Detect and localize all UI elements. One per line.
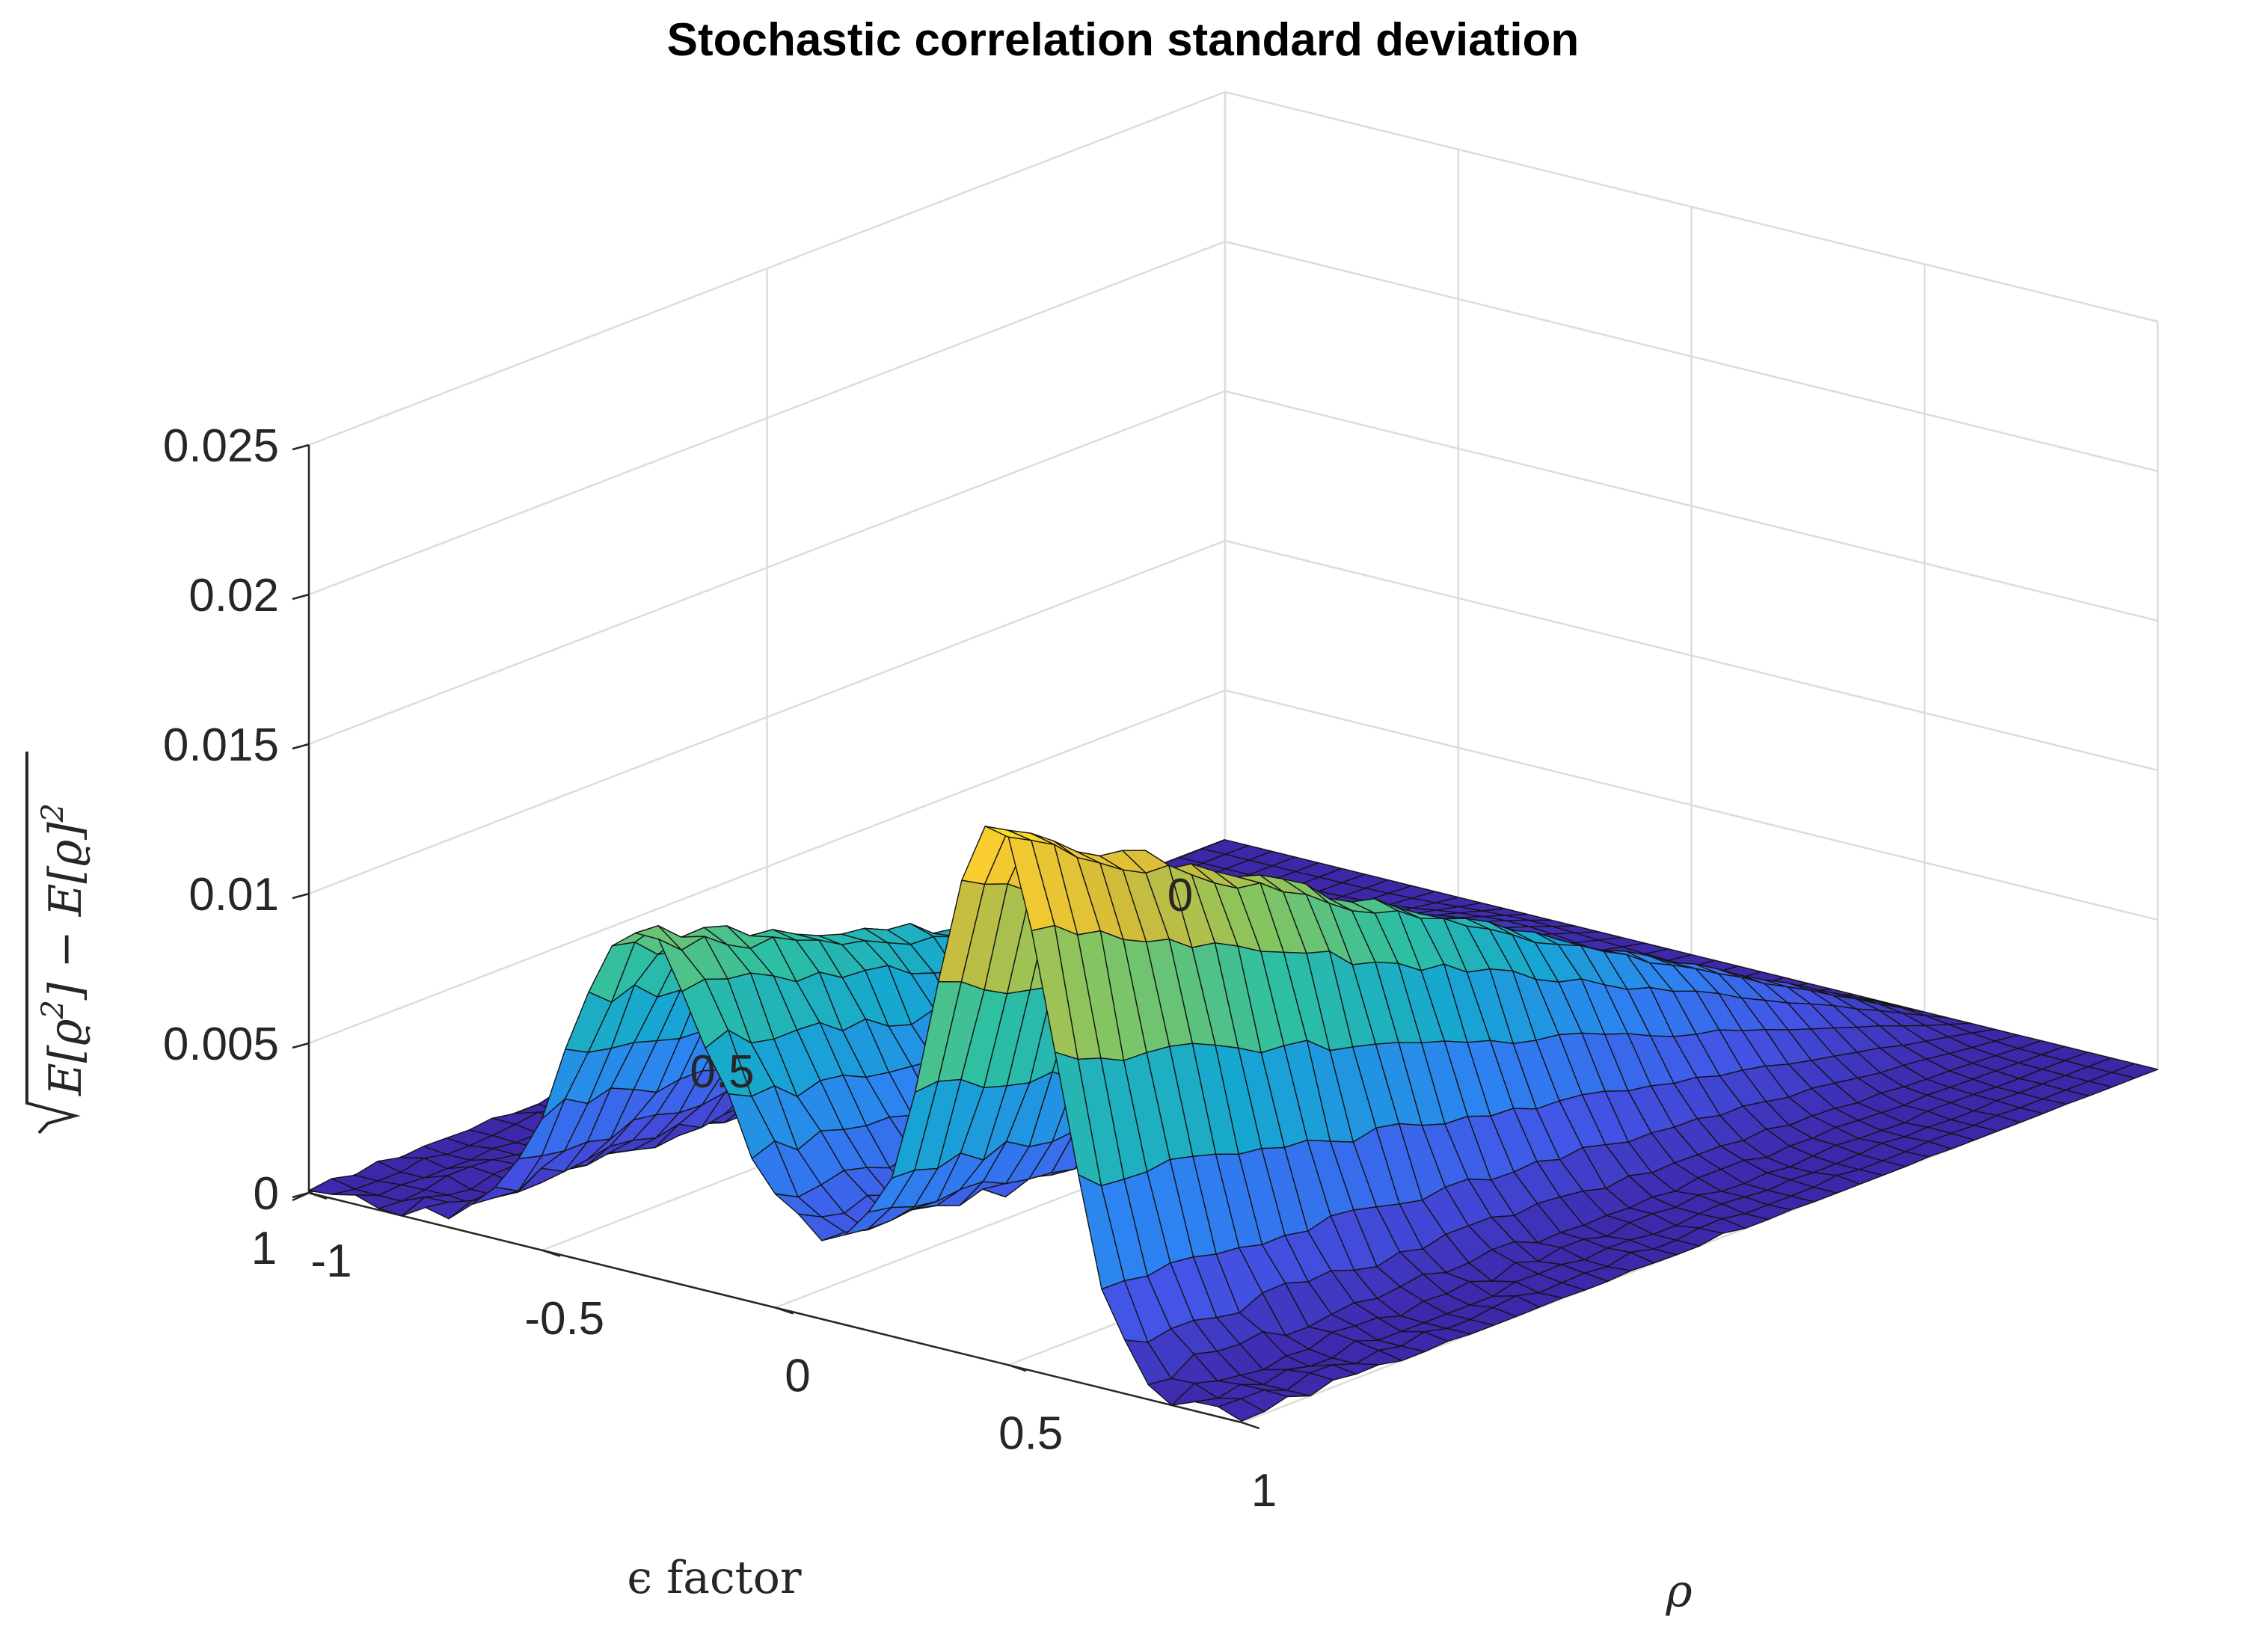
eps-tick-label: 1: [251, 1223, 277, 1274]
surface-patch: [1218, 1398, 1265, 1422]
rho-tick-label: -1: [310, 1235, 352, 1287]
z-tick-label: 0.025: [163, 420, 279, 472]
rho-tick: [1007, 1364, 1027, 1372]
z-label-sup2: 2: [36, 803, 70, 823]
z-tick-label: 0.01: [188, 869, 279, 921]
z-tick: [292, 1042, 310, 1049]
rho-axis-label: ρ: [1665, 1565, 1692, 1618]
z-axis-label: E[ϱ2] − E[ϱ]2: [25, 752, 92, 1134]
z-label-lead: E[ϱ: [40, 1019, 92, 1096]
svg-text:E[ϱ2] − E[ϱ]2: E[ϱ2] − E[ϱ]2: [36, 803, 92, 1096]
rho-tick: [308, 1191, 328, 1200]
eps-axis-label: ϵ factor: [627, 1552, 801, 1604]
labels-layer: 0 0.005 0.01 0.015 0.02 0.025 0 0.5 1 -1 -0.5 0 0.5 1…: [163, 420, 1693, 1618]
z-tick-label: 0.02: [188, 570, 279, 621]
z-tick-label: 0: [254, 1168, 279, 1220]
z-label-mid: ] − E[ϱ]: [40, 822, 92, 1001]
surface-layer: [308, 826, 2158, 1422]
rho-tick-label: 0.5: [998, 1407, 1063, 1459]
rho-tick-label: -0.5: [524, 1293, 604, 1345]
z-tick-label: 0.005: [163, 1019, 279, 1070]
eps-tick-label: 0.5: [690, 1046, 754, 1098]
chart-title: Stochastic correlation standard deviatio…: [666, 14, 1580, 66]
z-tick: [292, 443, 310, 451]
z-label-sup1: 2: [36, 1000, 70, 1019]
z-tick-label: 0.015: [163, 719, 279, 771]
eps-tick: [292, 1191, 310, 1202]
rho-tick-label: 0: [785, 1351, 810, 1402]
z-tick: [292, 892, 310, 900]
rho-tick-label: 1: [1251, 1465, 1277, 1517]
rho-tick: [1241, 1421, 1260, 1430]
rho-tick: [775, 1306, 794, 1315]
z-tick: [292, 593, 310, 601]
eps-tick-label: 0: [1168, 870, 1193, 921]
z-tick: [292, 743, 310, 750]
rho-tick: [541, 1249, 561, 1257]
